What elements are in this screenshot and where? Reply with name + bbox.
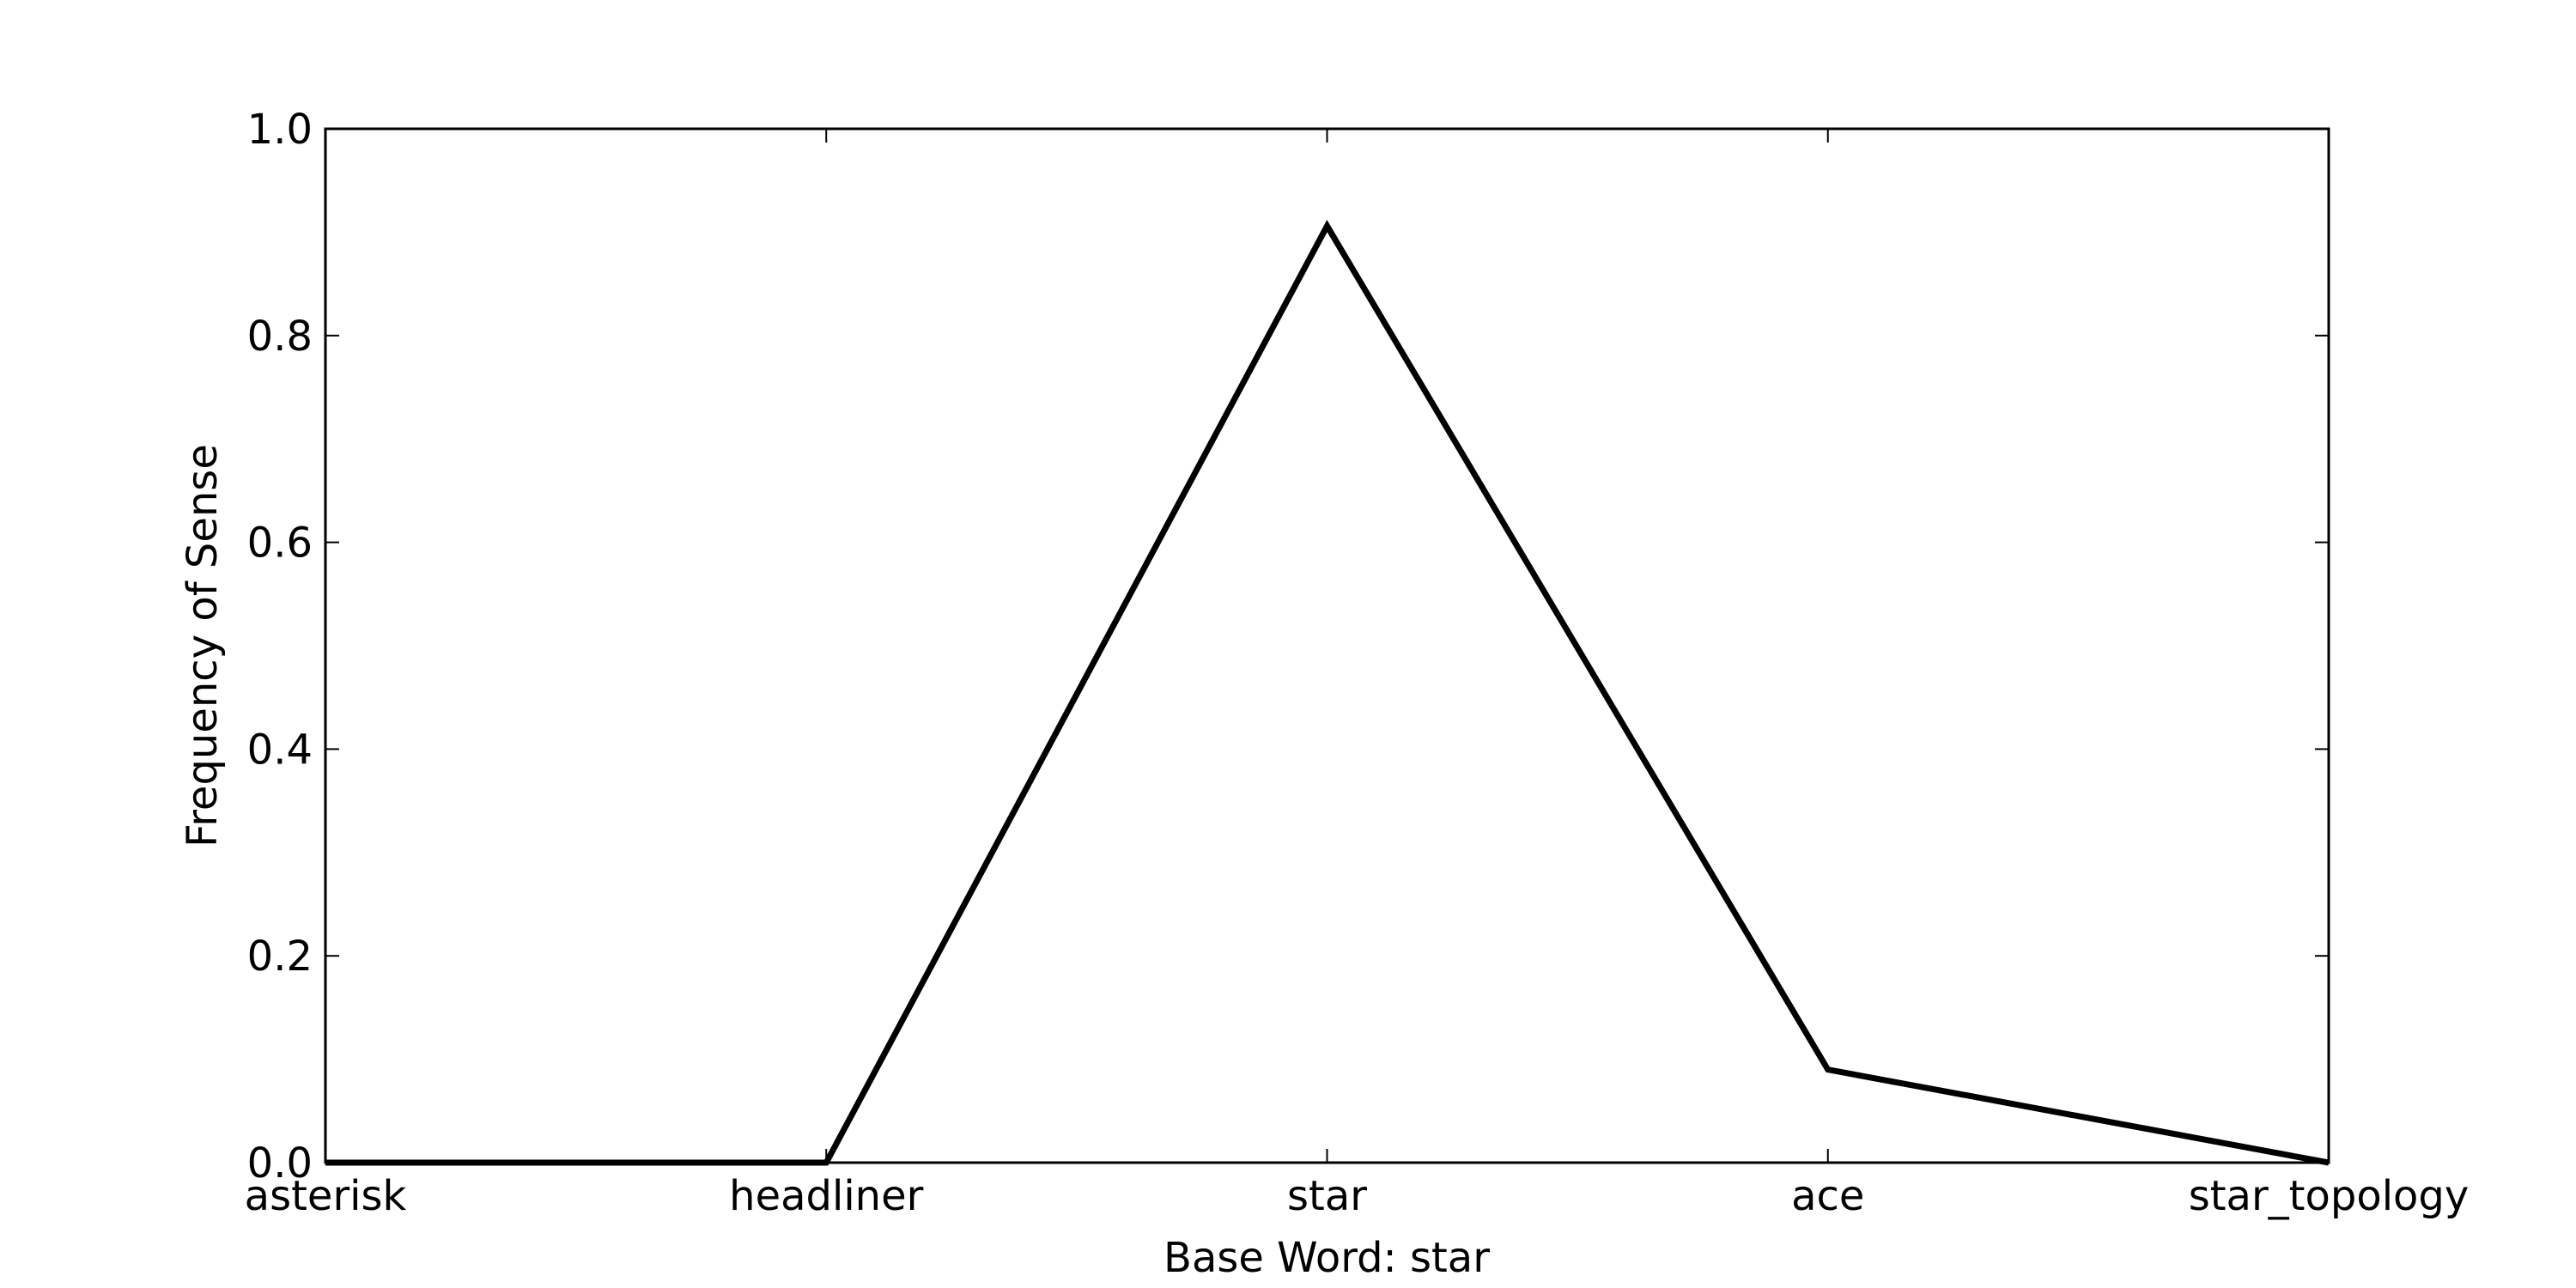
x-tick-label: star_topology — [2189, 1172, 2470, 1220]
y-tick-label: 0.8 — [247, 313, 313, 361]
y-tick-label: 0.2 — [247, 933, 313, 981]
y-tick-labels: 0.0 0.2 0.4 0.6 0.8 1.0 — [247, 106, 313, 1188]
x-tick-label: headliner — [729, 1172, 923, 1220]
x-axis-label: Base Word: star — [1163, 1234, 1490, 1282]
x-tick-labels: asterisk headliner star ace star_topology — [245, 1172, 2470, 1220]
x-tick-label: star — [1287, 1172, 1367, 1220]
axis-ticks — [325, 128, 2330, 1163]
y-axis-label: Frequency of Sense — [179, 444, 227, 848]
series-lines — [325, 220, 2330, 1166]
y-tick-label: 1.0 — [247, 106, 313, 154]
plot-area — [324, 127, 2330, 1164]
y-tick-label: 0.4 — [247, 726, 313, 774]
x-tick-label: ace — [1791, 1172, 1864, 1220]
x-tick-label: asterisk — [245, 1172, 407, 1220]
y-tick-label: 0.0 — [247, 1139, 313, 1188]
y-tick-label: 0.6 — [247, 519, 313, 568]
